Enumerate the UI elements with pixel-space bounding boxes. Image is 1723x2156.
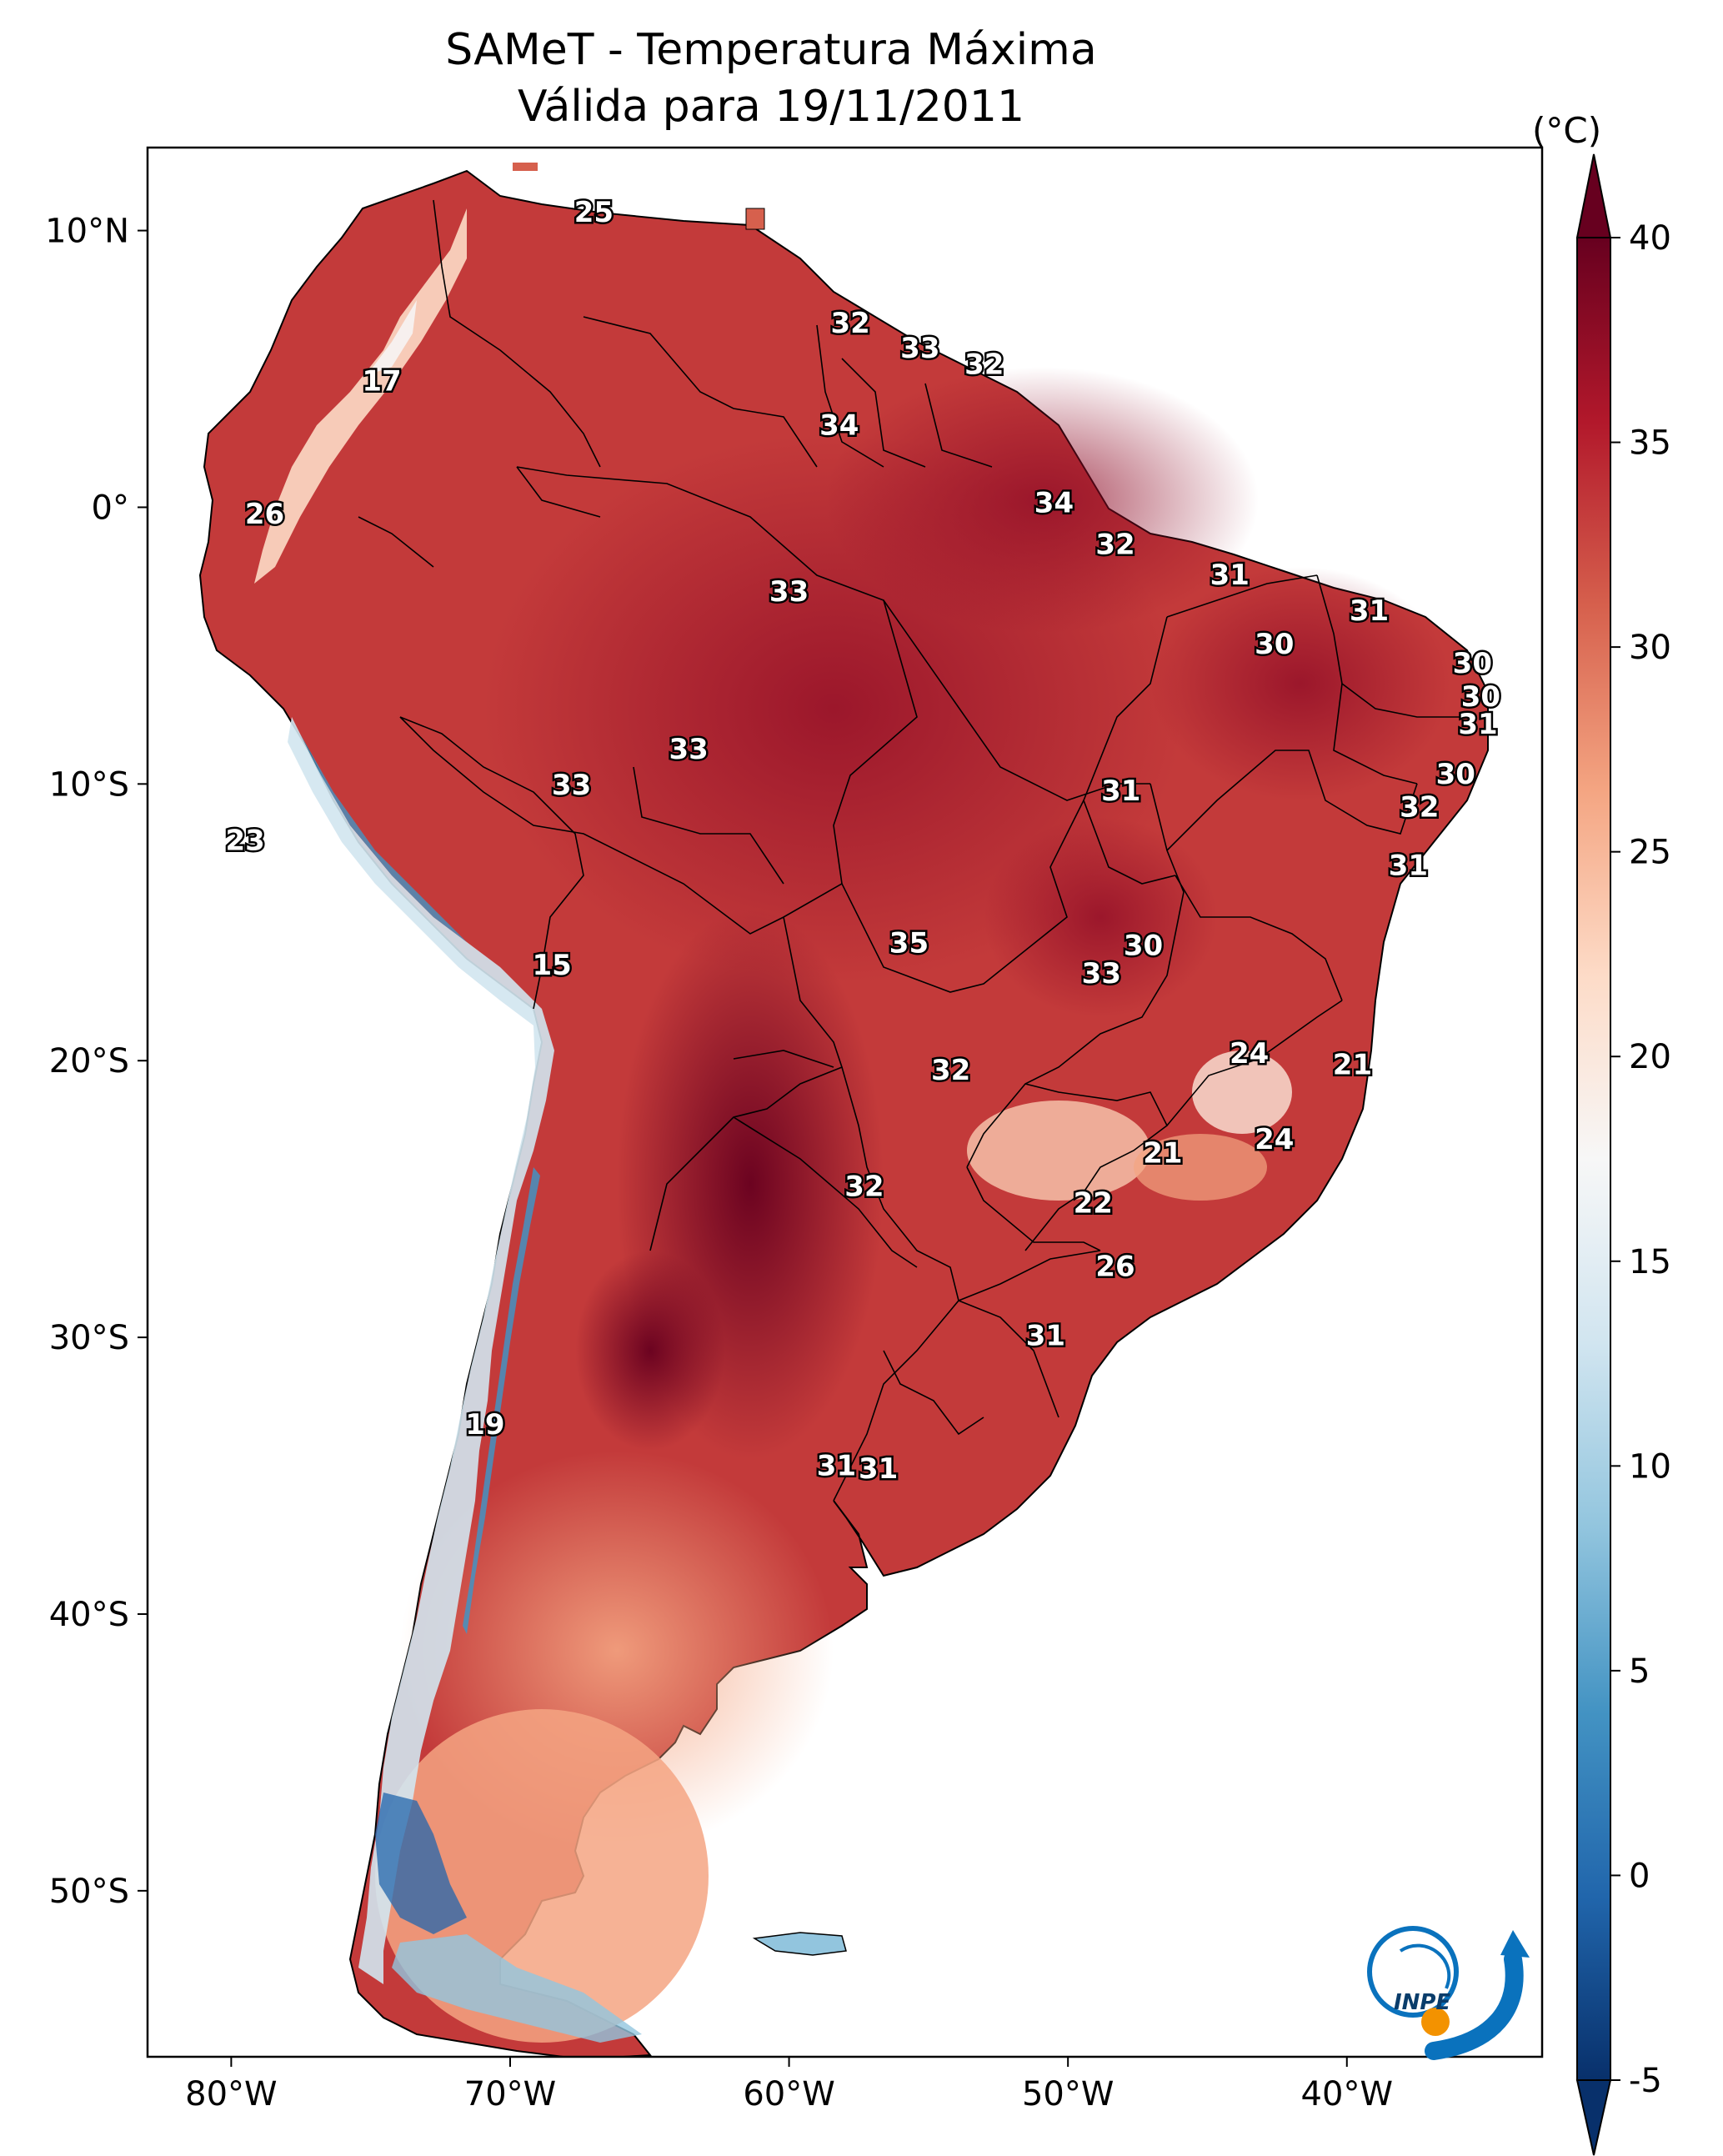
temperature-label: 21: [1333, 1048, 1372, 1081]
temperature-label: 30: [1255, 628, 1294, 661]
chile-blue-ridge: [463, 1167, 540, 1634]
temperature-label: 32: [1095, 528, 1134, 561]
temperature-label: 34: [819, 409, 859, 443]
temperature-label: 30: [1436, 758, 1475, 791]
x-tick-label: 80°W: [185, 2075, 277, 2113]
colorbar-max-arrow: [1575, 153, 1612, 238]
temperature-label: 33: [900, 332, 939, 365]
inpe-logo: INPE: [1367, 1926, 1530, 2060]
x-axis-ticks: 80°W 70°W 60°W 50°W 40°W: [185, 2057, 1393, 2113]
colorbar: 40 35 30 25 20 15 10 5 0 -5: [1575, 153, 1671, 2156]
temperature-label: 32: [931, 1054, 970, 1087]
temperature-label: 33: [769, 575, 809, 609]
colorbar-body: [1576, 237, 1611, 2081]
temperature-label: 32: [844, 1170, 884, 1203]
colorbar-unit-label: (°C): [1532, 110, 1602, 151]
figure-title: SAMeT - Temperatura Máxima: [445, 25, 1097, 75]
temperature-label: 31: [1458, 708, 1497, 741]
temperature-label: 23: [225, 825, 264, 858]
temperature-label: 19: [465, 1408, 504, 1442]
temperature-label: 30: [1461, 680, 1500, 714]
x-tick-label: 50°W: [1022, 2075, 1114, 2113]
colombian-andes: [254, 208, 467, 584]
temperature-label: 31: [1210, 559, 1250, 592]
colorbar-tick-label: 0: [1629, 1857, 1650, 1895]
colorbar-tick-label: 5: [1629, 1652, 1650, 1691]
colorbar-tick-label: 10: [1629, 1447, 1671, 1486]
y-tick-label: 20°S: [49, 1042, 129, 1081]
map-frame: [146, 146, 1544, 2058]
colorbar-tick-label: 25: [1629, 834, 1671, 872]
y-tick-label: 50°S: [49, 1873, 129, 1911]
temperature-label: 31: [859, 1452, 898, 1486]
y-axis-ticks: 10°N 0° 10°S 20°S 30°S 40°S 50°S: [45, 213, 148, 1911]
patagonia-blue: [375, 1792, 467, 1934]
temperature-label: 15: [533, 949, 572, 982]
temperature-field: [198, 163, 1489, 2057]
temperature-label: 24: [1230, 1037, 1269, 1070]
x-tick-label: 70°W: [464, 2075, 556, 2113]
temperature-label: 17: [362, 365, 401, 399]
country-borders: [358, 199, 1467, 1502]
colorbar-tick-label: 20: [1629, 1038, 1671, 1076]
temperature-label: 30: [1124, 930, 1163, 963]
x-tick-label: 60°W: [743, 2075, 834, 2113]
temperature-label: 33: [669, 733, 708, 766]
temperature-label: 26: [1095, 1251, 1134, 1284]
andes-cold-band: [288, 717, 554, 1984]
temperature-label: 24: [1255, 1123, 1294, 1156]
colorbar-tick-label: 15: [1629, 1243, 1671, 1281]
colorbar-min-arrow: [1575, 2079, 1612, 2156]
temperature-label: 31: [1389, 849, 1428, 882]
colorbar-tick-label: 40: [1629, 219, 1671, 258]
temperature-label: 34: [1034, 487, 1074, 520]
temperature-label: 33: [552, 769, 591, 802]
y-tick-label: 10°N: [45, 213, 129, 251]
temperature-label: 30: [1453, 647, 1492, 680]
colorbar-tick-label: 30: [1629, 629, 1671, 667]
falkland-islands: [752, 1932, 847, 1956]
figure-subtitle: Válida para 19/11/2011: [517, 82, 1025, 132]
x-tick-label: 40°W: [1301, 2075, 1393, 2113]
temperature-label: 22: [1074, 1186, 1113, 1220]
temperature-label: 31: [1101, 775, 1140, 808]
tierra-del-fuego-cold: [392, 1934, 642, 2043]
y-tick-label: 30°S: [49, 1319, 129, 1357]
colorbar-tick-label: -5: [1629, 2062, 1662, 2100]
inpe-logo-text: INPE: [1394, 1990, 1450, 2015]
temperature-label: 25: [574, 196, 614, 229]
colorbar-ticks: 40 35 30 25 20 15 10 5 0 -5: [1610, 219, 1671, 2100]
temperature-label: 31: [817, 1450, 856, 1483]
temperature-label: 31: [1350, 594, 1389, 628]
temperature-label: 31: [1026, 1320, 1065, 1353]
temperature-label: 21: [1143, 1137, 1182, 1171]
temperature-label: 33: [1082, 957, 1121, 990]
temperature-label: 35: [889, 926, 929, 960]
colombian-andes-cold: [367, 300, 417, 375]
temperature-label: 32: [1400, 791, 1439, 825]
temperature-label: 32: [831, 307, 870, 340]
temperature-label: 32: [964, 348, 1004, 382]
y-tick-label: 0°: [92, 489, 129, 527]
colorbar-tick-label: 35: [1629, 424, 1671, 463]
temperature-label: 26: [245, 498, 284, 531]
y-tick-label: 10°S: [49, 765, 129, 804]
y-tick-label: 40°S: [49, 1596, 129, 1634]
